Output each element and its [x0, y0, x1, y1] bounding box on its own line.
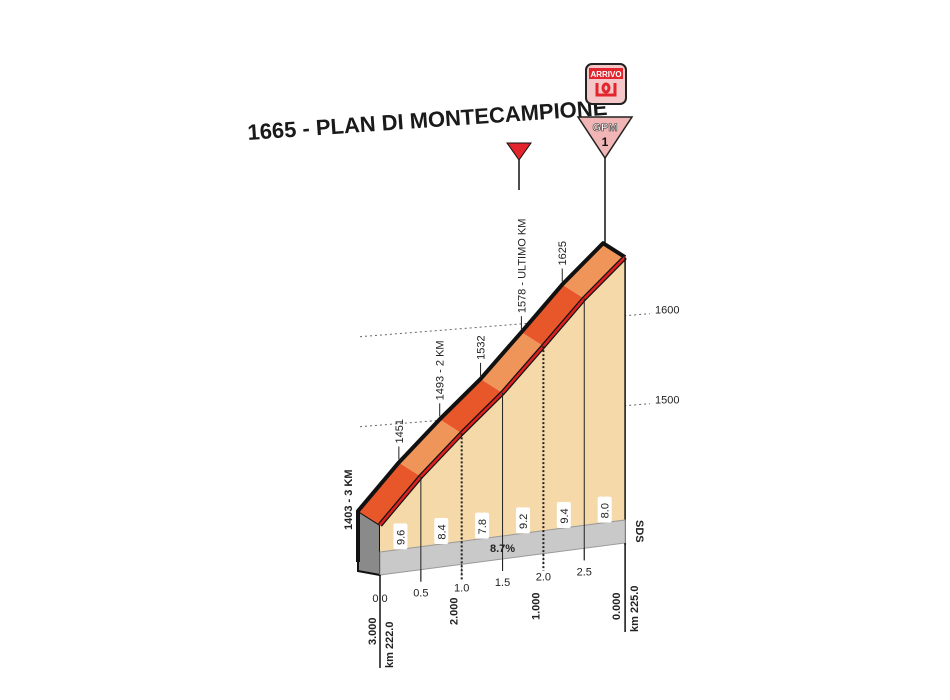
- profile-face-segment: [502, 346, 544, 536]
- profile-top-band: [521, 284, 585, 347]
- remaining-distance-label: 1.000: [530, 592, 542, 620]
- remaining-distance-label: 0.000: [611, 592, 623, 620]
- y-tick-label: 1600: [655, 305, 679, 317]
- arrivo-label: ARRIVO: [590, 70, 621, 79]
- profile-top-band: [439, 378, 503, 434]
- profile-top-band: [562, 243, 626, 299]
- arrivo-banner: [589, 68, 623, 79]
- gradient-label-box: [434, 517, 449, 544]
- gpm-category: 1: [602, 135, 609, 149]
- elevation-label: 1532: [476, 335, 488, 359]
- profile-back-edge: [356, 241, 627, 562]
- sds-label: SDS: [633, 520, 645, 543]
- gradient-label-box: [556, 501, 571, 528]
- gpm-icon: [576, 116, 634, 160]
- elevation-label: 1625: [557, 241, 569, 265]
- profile-face-segment: [461, 392, 503, 542]
- gradient-label-box: [393, 523, 408, 550]
- segment-gradient-label: 9.4: [559, 508, 571, 523]
- segment-gradient-label: 8.4: [436, 524, 448, 539]
- start-elevation-label: 1403 - 3 KM: [343, 469, 355, 530]
- segment-gradient-label: 8.0: [600, 503, 612, 518]
- profile-top-band: [398, 419, 462, 477]
- elevation-label: 1493 - 2 KM: [435, 340, 447, 400]
- profile-face-segment: [380, 476, 421, 552]
- x-tick-label: 2.0: [536, 572, 551, 584]
- profile-face-segment: [543, 298, 585, 531]
- elevation-label: 1451: [394, 419, 406, 443]
- km-label: km 225.0: [629, 586, 641, 632]
- profile-face-segment: [584, 257, 626, 526]
- flamme-rouge-icon: [506, 142, 532, 161]
- gpm-label: GPM: [592, 122, 617, 134]
- profile-top-band: [358, 462, 421, 525]
- x-tick-label: 2.5: [577, 566, 592, 578]
- km-label: km 222.0: [384, 622, 396, 668]
- profile-top-band: [480, 332, 544, 393]
- segment-gradient-label: 9.2: [518, 514, 530, 529]
- remaining-distance-label: 3.000: [367, 617, 379, 645]
- chart-title: 1665 - PLAN DI MONTECAMPIONE: [247, 95, 608, 145]
- finish-rider-icon: [595, 82, 617, 97]
- segment-gradient-label: 9.6: [395, 530, 407, 545]
- gradient-label-box: [515, 507, 530, 534]
- elevation-label: 1578 - ULTIMO KM: [516, 219, 528, 314]
- gradient-label-box: [597, 496, 612, 523]
- x-tick-label: 1.5: [495, 577, 510, 589]
- remaining-distance-label: 2.000: [449, 597, 461, 625]
- x-tick-label: 0.5: [413, 588, 428, 600]
- segment-gradient-label: 7.8: [477, 519, 489, 534]
- x-tick-label: 0.0: [372, 593, 387, 605]
- y-tick-label: 1500: [655, 395, 679, 407]
- profile-face-segment: [420, 433, 462, 547]
- x-tick-label: 1.0: [454, 582, 469, 594]
- gradient-label-box: [475, 512, 490, 539]
- gridline-1600: [359, 313, 651, 338]
